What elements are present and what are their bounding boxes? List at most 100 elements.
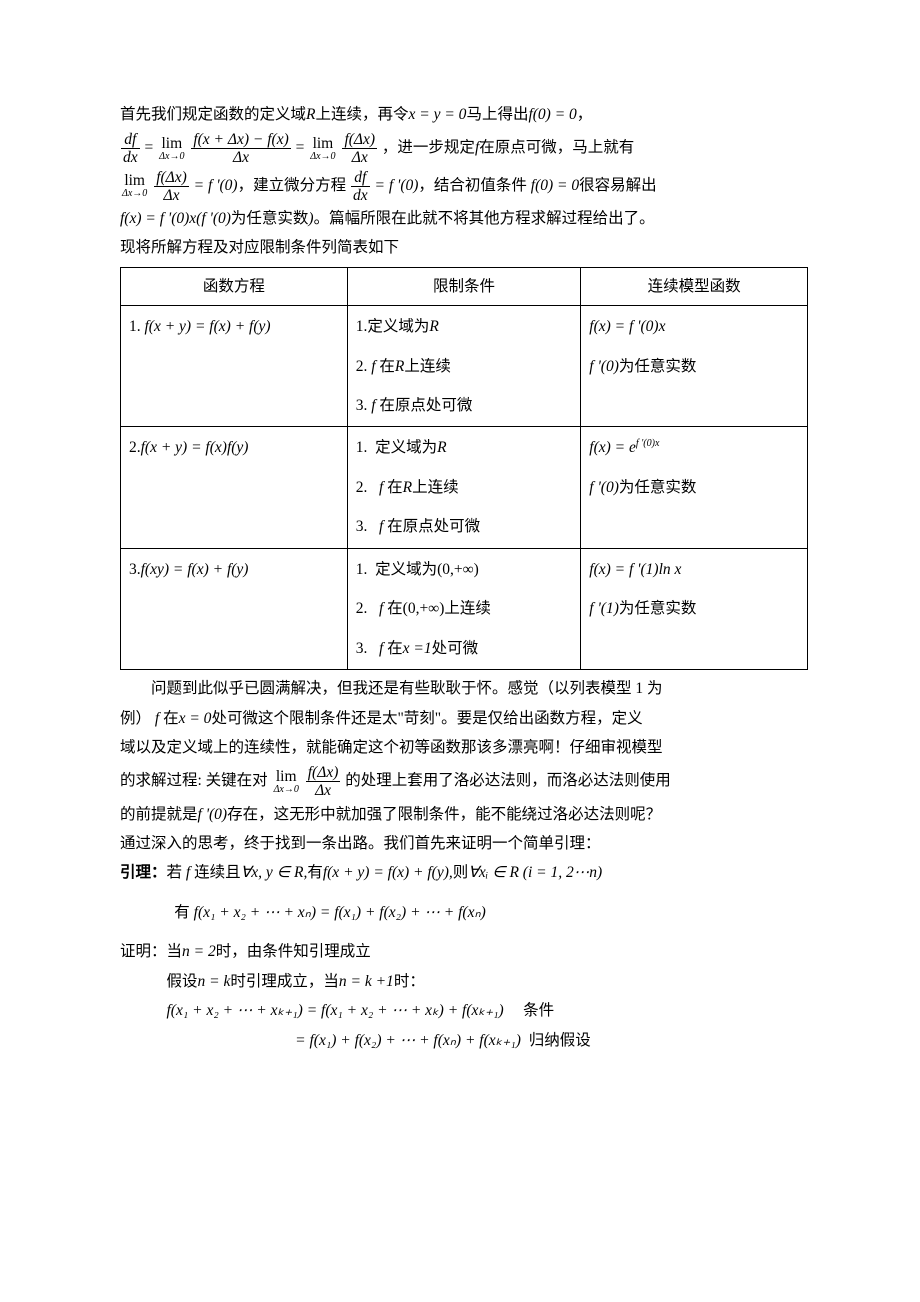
lim4: limΔx→0 [274,769,299,795]
t: 在 [387,640,403,657]
n: 2. [356,358,368,375]
t: 假设 [167,973,198,990]
m: n = k +1 [339,973,394,990]
lemma-label: 引理： [120,864,167,881]
proof-line1: 证明：当n = 2时，由条件知引理成立 [120,937,808,966]
num: 2. [129,439,141,456]
cond-list: 1.定义域为R 2. f 在R上连续 3. f 在原点处可微 [356,312,573,420]
text: 存在，这无形中就加强了限制条件，能不能绕过洛必达法则呢？ [227,806,661,823]
frac-diffq: f(x + Δx) − f(x)Δx [191,131,290,166]
text: 为任意实数 [231,210,309,227]
sol: f(x) = f '(1)ln x [589,561,681,578]
paragraph-4: f(x) = f '(0)x(f '(0)为任意实数)。篇幅所限在此就不将其他方… [120,204,808,233]
m: f(x₁ + x₂ + ⋯ + xₖ₊₁) = f(x₁ + x₂ + ⋯ + … [167,1002,504,1019]
m: f [182,864,194,881]
table-header-row: 函数方程 限制条件 连续模型函数 [121,267,808,305]
text: ，建立微分方程 [238,177,347,194]
proof-label: 证明： [120,943,167,960]
m: f [379,518,387,535]
eq: f(xy) = f(x) + f(y) [141,561,249,578]
cell-cond1: 1.定义域为R 2. f 在R上连续 3. f 在原点处可微 [347,306,581,427]
t: 上连续 [412,479,459,496]
t: 当 [167,943,183,960]
m: R [395,358,404,375]
text: 现将所解方程及对应限制条件列简表如下 [120,239,399,256]
th-eq: 函数方程 [121,267,348,305]
eq: f(x + y) = f(x)f(y) [141,439,249,456]
n: 2. [356,600,368,617]
sol2a: f '(0) [589,358,619,375]
t: 上连续 [444,600,491,617]
cell-sol3: f(x) = f '(1)ln x f '(1)为任意实数 [581,548,808,669]
t: 时，由条件知引理成立 [216,943,371,960]
m: f [379,640,387,657]
eq: = [296,139,309,156]
m: f [379,479,387,496]
m: x = 0 [179,710,212,727]
sol2b: 为任意实数 [619,600,697,617]
sol: f(x) = e [589,439,636,456]
text: ，进一步规定 [382,139,475,156]
sol: f(x) = f '(0)x [589,318,665,335]
cell-cond3: 1. 定义域为(0,+∞) 2. f 在(0,+∞)上连续 3. f 在x =1… [347,548,581,669]
sol2b: 为任意实数 [619,479,697,496]
th-model: 连续模型函数 [581,267,808,305]
num: 1. [129,318,141,335]
m: R [403,479,412,496]
table-row: 2.f(x + y) = f(x)f(y) 1. 定义域为R 2. f 在R上连… [121,427,808,548]
note: 条件 [523,1002,554,1019]
proof-line4: = f(x₁) + f(x₂) + ⋯ + f(xₙ) + f(xₖ₊₁) 归纳… [295,1026,808,1055]
t: 在原点处可微 [387,518,480,535]
num: 3. [129,561,141,578]
text: 在 [163,710,179,727]
t: 处可微 [432,640,479,657]
text: ，结合初值条件 [418,177,527,194]
page: 首先我们规定函数的定义域R上连续，再令x = y = 0马上得出f(0) = 0… [0,0,920,1155]
t: 时： [394,973,425,990]
text: 很容易解出 [579,177,657,194]
lim1: limΔx→0 [159,136,184,162]
text: 通过深入的思考，终于找到一条出路。我们首先来证明一个简单引理： [120,835,601,852]
math-f00b: f(0) = 0 [531,177,579,194]
paragraph-10: 的前提就是f '(0)存在，这无形中就加强了限制条件，能不能绕过洛必达法则呢？ [120,800,808,829]
cell-eq2: 2.f(x + y) = f(x)f(y) [121,427,348,548]
m: R [437,439,446,456]
text: 的求解过程: 关键在对 [120,772,268,789]
eq: = [145,139,158,156]
n: 1. [356,561,368,578]
text: 的处理上套用了洛必达法则，而洛必达法则使用 [345,772,671,789]
th-cond: 限制条件 [347,267,581,305]
m: f [367,358,379,375]
note: 归纳假设 [529,1032,591,1049]
cell-eq3: 3.f(xy) = f(x) + f(y) [121,548,348,669]
n: 3. [356,397,368,414]
math-eq-fp0: = f '(0) [194,177,238,194]
paragraph-5: 现将所解方程及对应限制条件列简表如下 [120,233,808,262]
text: 马上得出 [466,106,528,123]
m: f [379,600,387,617]
n: 1. [356,318,368,335]
n: 3. [356,640,368,657]
text: 域以及定义域上的连续性，就能确定这个初等函数那该多漂亮啊！仔细审视模型 [120,739,663,756]
t: 有 [174,904,190,921]
t: 定义域为 [367,318,429,335]
text: 首先我们规定函数的定义域 [120,106,306,123]
sol-list: f(x) = f '(0)x f '(0)为任意实数 [589,312,799,381]
paragraph-6: 问题到此似乎已圆满解决，但我还是有些耿耿于怀。感觉（以列表模型 1 为 [120,674,808,703]
m: f [367,397,379,414]
math-f00: f(0) = 0 [528,106,576,123]
cond-list: 1. 定义域为(0,+∞) 2. f 在(0,+∞)上连续 3. f 在x =1… [356,555,573,663]
text: 。篇幅所限在此就不将其他方程求解过程给出了。 [314,210,655,227]
m: x =1 [403,640,432,657]
n: 1. [356,439,368,456]
m: n = k [198,973,231,990]
m: (0,+∞) [437,561,479,578]
t: 在 [379,358,395,375]
paragraph-8: 域以及定义域上的连续性，就能确定这个初等函数那该多漂亮啊！仔细审视模型 [120,733,808,762]
sol2b: 为任意实数 [619,358,697,375]
paragraph-11: 通过深入的思考，终于找到一条出路。我们首先来证明一个简单引理： [120,829,808,858]
paragraph-7: 例） f 在x = 0处可微这个限制条件还是太"苛刻"。要是仅给出函数方程，定义 [120,704,808,733]
math-xy0: x = y = 0 [409,106,467,123]
t: 若 [167,864,183,881]
m: ∀x, y ∈ R, [241,864,308,881]
